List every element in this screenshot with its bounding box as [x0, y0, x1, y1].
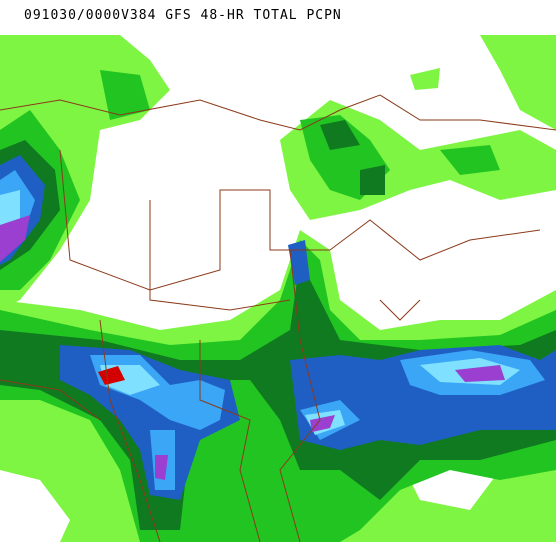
map-title: 091030/0000V384 GFS 48-HR TOTAL PCPN: [24, 8, 342, 23]
precipitation-map: [0, 35, 556, 542]
